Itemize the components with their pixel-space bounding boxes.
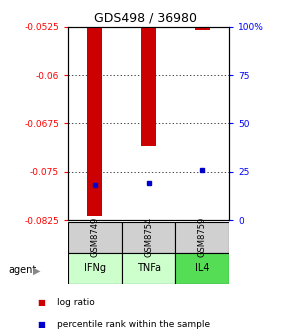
Text: GSM8759: GSM8759 [198,217,207,257]
Text: IL4: IL4 [195,263,210,274]
Text: GSM8754: GSM8754 [144,217,153,257]
Text: ■: ■ [38,320,46,329]
Bar [175,222,229,253]
Text: TNFa: TNFa [137,263,161,274]
Text: agent: agent [9,265,37,276]
Text: GSM8749: GSM8749 [90,217,99,257]
Bar [141,27,156,146]
Text: GDS498 / 36980: GDS498 / 36980 [93,12,197,25]
Bar [88,27,102,216]
Bar [68,222,122,253]
Text: percentile rank within the sample: percentile rank within the sample [57,320,210,329]
Bar [195,27,210,30]
Text: ■: ■ [38,298,46,307]
Bar [175,253,229,284]
Bar [122,253,175,284]
Bar [68,253,122,284]
Text: IFNg: IFNg [84,263,106,274]
Text: ▶: ▶ [33,266,41,276]
Bar [122,222,175,253]
Text: log ratio: log ratio [57,298,94,307]
